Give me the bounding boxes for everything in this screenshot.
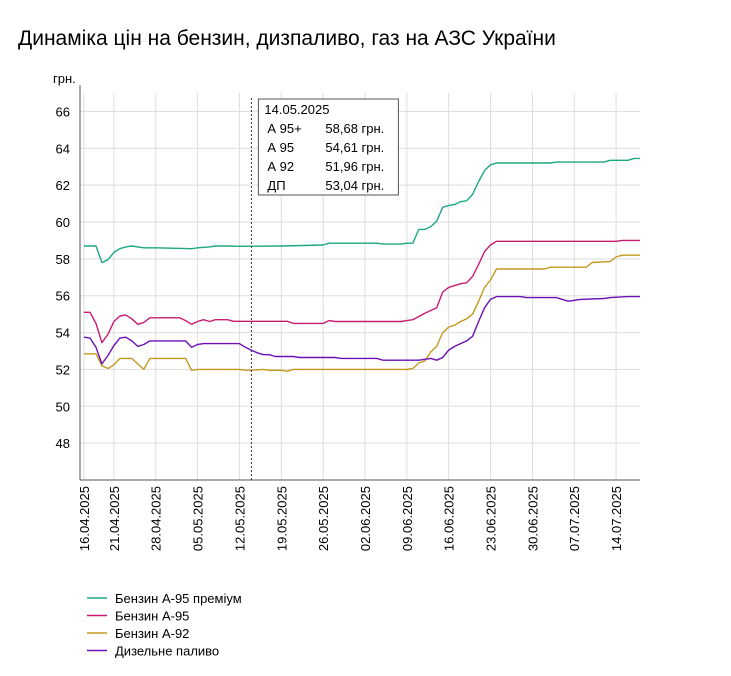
tooltip: 14.05.2025 А 95+ 58,68 грн. А 95 54,61 грн. А…: [250, 98, 399, 480]
y-tick-label: 52: [56, 362, 70, 377]
tooltip-row-value: 58,68 грн.: [325, 121, 384, 136]
legend-label: Бензин А-95: [115, 609, 189, 624]
x-tick-label: 09.06.2025: [400, 486, 415, 551]
x-tick-label: 14.07.2025: [609, 486, 624, 551]
tooltip-row-label: А 95+: [267, 121, 301, 136]
y-tick-label: 48: [56, 436, 70, 451]
x-tick-label: 28.04.2025: [149, 486, 164, 551]
y-tick-label: 50: [56, 399, 70, 414]
grid-layer: [80, 93, 640, 480]
x-tick-label: 16.04.2025: [77, 486, 92, 551]
legend: Бензин А-95 преміум Бензин А-95 Бензин А-9…: [87, 591, 242, 659]
y-tick-label: 54: [56, 326, 70, 341]
tooltip-row-value: 51,96 грн.: [325, 159, 384, 174]
y-tick-label: 58: [56, 252, 70, 267]
series-line-4: [83, 295, 640, 365]
x-tick-label: 16.06.2025: [442, 486, 457, 551]
x-tick-label: 19.05.2025: [274, 486, 289, 551]
y-tick-label: 64: [56, 141, 70, 156]
series-line-2: [84, 239, 640, 344]
x-tick-label: 26.05.2025: [316, 486, 331, 551]
tooltip-row-label: А 95: [267, 140, 294, 155]
tooltip-date: 14.05.2025: [264, 102, 329, 117]
y-tick-label: 60: [56, 215, 70, 230]
tooltip-row-value: 53,04 грн.: [325, 178, 384, 193]
tooltip-row-label: ДП: [267, 178, 285, 193]
tooltip-row-value: 54,61 грн.: [325, 140, 384, 155]
x-tick-label: 21.04.2025: [107, 486, 122, 551]
y-tick-label: 66: [56, 104, 70, 119]
axis-layer: 48 50 52 54 56 58 60 62 64 66 16.04.2025 21.04.2025…: [56, 85, 640, 551]
legend-label: Дизельне паливо: [115, 644, 219, 659]
series-line-3: [84, 254, 640, 372]
x-tick-label: 02.06.2025: [358, 486, 373, 551]
series-layer: [83, 157, 640, 372]
chart-title: Динаміка цін на бензин, дизпаливо, газ н…: [18, 27, 556, 50]
y-tick-label: 56: [56, 289, 70, 304]
x-tick-label: 12.05.2025: [232, 486, 247, 551]
y-tick-label: 62: [56, 178, 70, 193]
x-tick-label: 07.07.2025: [567, 486, 582, 551]
x-tick-label: 23.06.2025: [484, 486, 499, 551]
series-line-1: [84, 157, 640, 264]
legend-label: Бензин А-95 преміум: [115, 591, 242, 606]
tooltip-box: [257, 98, 399, 196]
y-axis-label: грн.: [53, 71, 76, 86]
x-tick-label: 05.05.2025: [191, 486, 206, 551]
legend-label: Бензин А-92: [115, 626, 189, 641]
tooltip-row-label: А 92: [267, 159, 294, 174]
x-tick-label: 30.06.2025: [525, 486, 540, 551]
